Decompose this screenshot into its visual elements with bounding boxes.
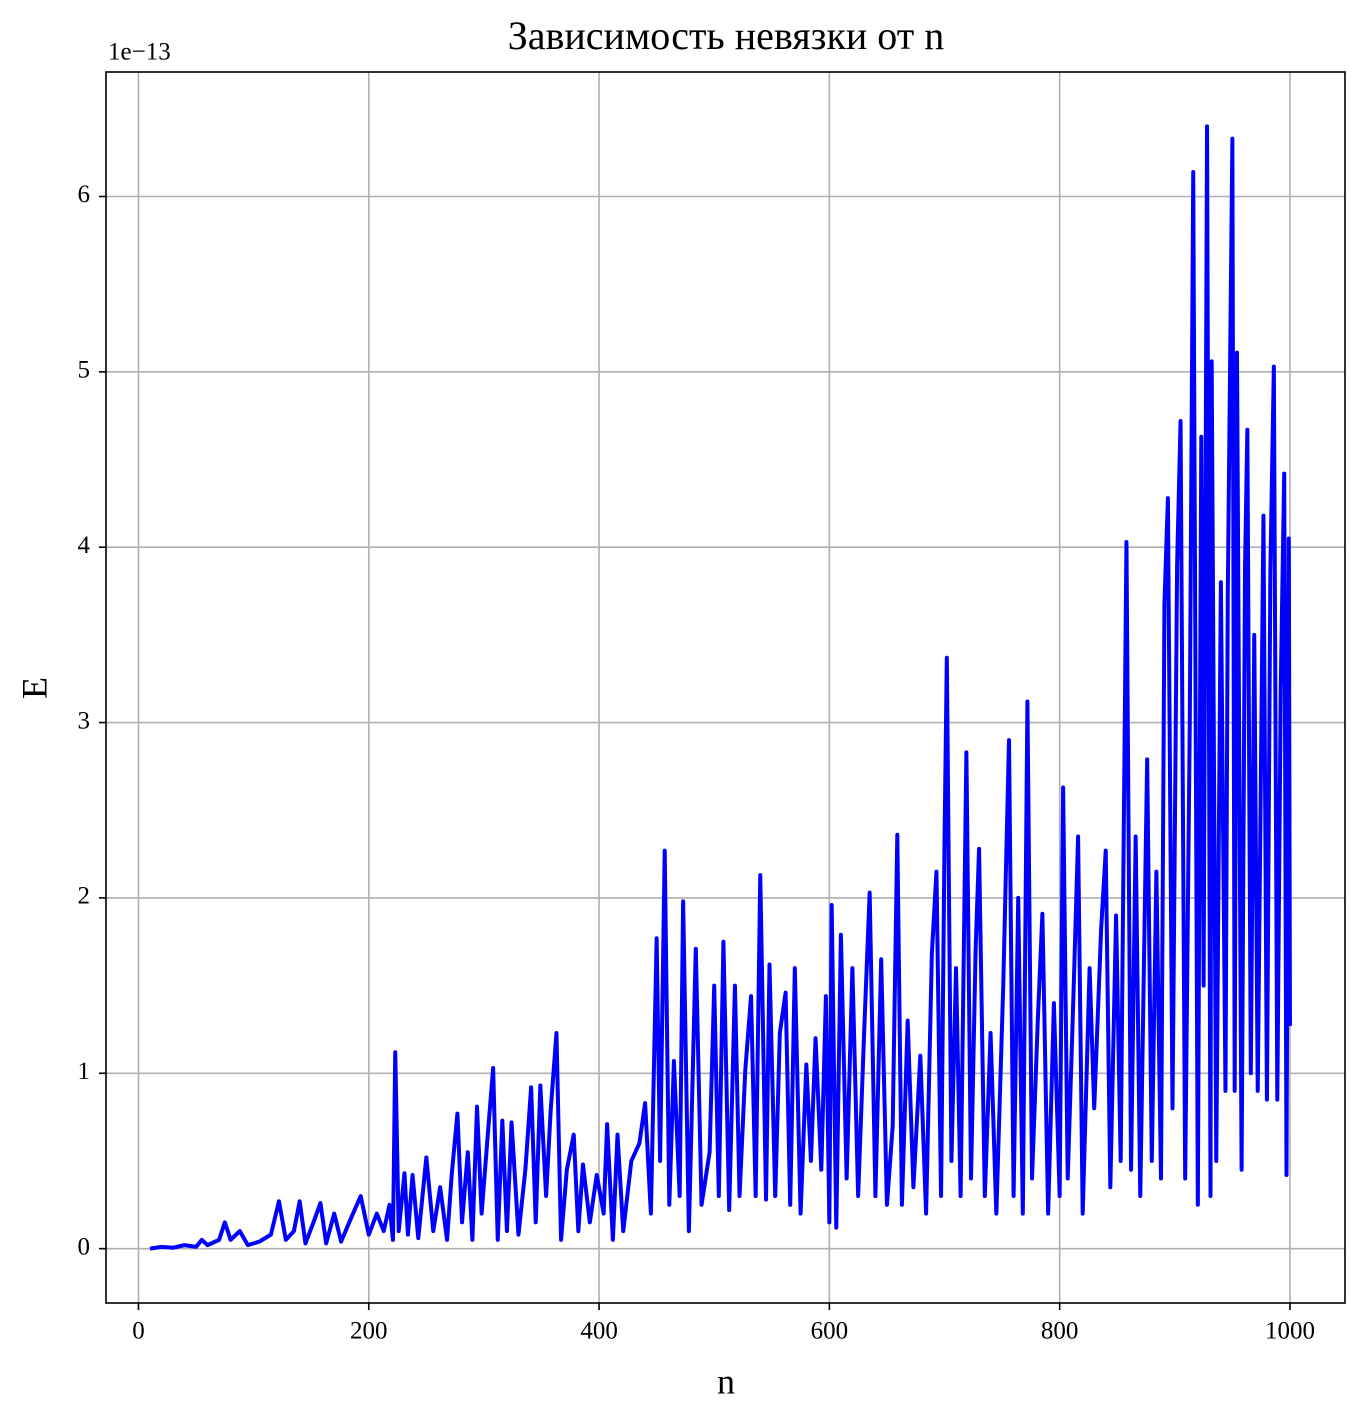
chart-title: Зависимость невязки от n (508, 13, 945, 58)
y-tick-label: 5 (78, 357, 91, 384)
data-line (149, 124, 1292, 1251)
y-offset-text: 1e−13 (108, 39, 171, 66)
y-tick-label: 0 (78, 1233, 91, 1260)
x-tick-label: 200 (350, 1318, 388, 1345)
y-tick-label: 6 (78, 181, 91, 208)
plot-frame (105, 71, 1346, 1304)
y-tick-label: 3 (78, 707, 91, 734)
y-tick-label: 4 (78, 532, 91, 559)
x-tick-label: 400 (580, 1318, 618, 1345)
x-tick-label: 800 (1041, 1318, 1079, 1345)
y-axis-label: E (14, 677, 54, 699)
x-tick-label: 0 (132, 1318, 145, 1345)
x-axis-label: n (717, 1361, 735, 1401)
x-tick-label: 600 (811, 1318, 849, 1345)
x-tick-label: 1000 (1265, 1318, 1315, 1345)
y-tick-label: 2 (78, 883, 91, 910)
y-tick-label: 1 (78, 1058, 91, 1085)
